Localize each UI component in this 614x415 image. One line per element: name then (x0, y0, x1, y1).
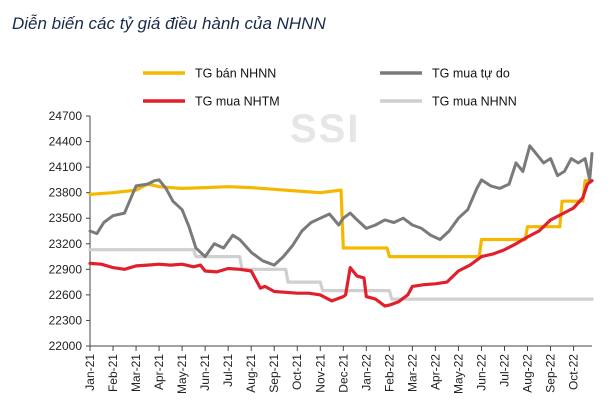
series-layer (88, 144, 594, 308)
legend-label: TG mua NHTM (195, 95, 280, 109)
x-tick-label: Jan-21 (83, 354, 97, 391)
x-tick-label: May-21 (175, 354, 189, 394)
series-line-2 (88, 144, 594, 267)
x-tick-label: Apr-22 (428, 354, 442, 390)
series-line-1 (88, 179, 594, 259)
y-tick-label: 22900 (49, 262, 83, 276)
y-axis: 22000 22300 22600 22900 23200 23500 23800 24100… (49, 109, 91, 353)
x-tick-label: Aug-21 (244, 354, 258, 393)
x-tick-label: Aug-22 (521, 354, 535, 393)
y-tick-label: 23800 (49, 186, 83, 200)
x-tick-label: Dec-21 (336, 354, 350, 393)
x-tick-label: Apr-21 (152, 354, 166, 390)
x-tick-label: Jun-21 (198, 354, 212, 391)
y-tick-label: 22300 (49, 313, 83, 327)
y-tick-label: 24100 (49, 160, 83, 174)
x-tick-label: Sep-21 (267, 354, 281, 393)
legend: TG bán NHNN TG mua tự do TG mua NHTM TG mua… (143, 67, 517, 109)
legend-label: TG mua tự do (432, 67, 510, 81)
chart-title: Diễn biến các tỷ giá điều hành của NHNN (12, 14, 326, 33)
series-line-3 (88, 179, 594, 308)
y-tick-label: 22600 (49, 288, 83, 302)
x-tick-label: Feb-22 (382, 354, 396, 392)
x-tick-label: Jul-22 (497, 354, 511, 387)
y-tick-label: 23200 (49, 237, 83, 251)
watermark-text: SSI (290, 107, 360, 151)
x-tick-label: Jul-21 (221, 354, 235, 387)
x-tick-label: Oct-22 (567, 354, 581, 390)
x-tick-label: Nov-21 (313, 354, 327, 393)
x-tick-label: Jun-22 (474, 354, 488, 391)
x-tick-label: Mar-21 (129, 354, 143, 392)
x-tick-label: Jan-22 (359, 354, 373, 391)
y-tick-label: 24400 (49, 135, 83, 149)
legend-label: TG bán NHNN (195, 67, 276, 81)
x-axis: Jan-21 Feb-21 Mar-21 Apr-21 May-21 Jun-21 Jul-… (83, 345, 592, 394)
legend-label: TG mua NHNN (432, 95, 517, 109)
x-tick-label: Feb-21 (106, 354, 120, 392)
x-tick-label: Mar-22 (405, 354, 419, 392)
y-tick-label: 22000 (49, 339, 83, 353)
x-tick-label: Oct-21 (290, 354, 304, 390)
series-line-4 (88, 248, 594, 301)
x-tick-label: Sep-22 (544, 354, 558, 393)
x-tick-label: May-22 (451, 354, 465, 394)
y-tick-label: 24700 (49, 109, 83, 123)
y-tick-label: 23500 (49, 211, 83, 225)
